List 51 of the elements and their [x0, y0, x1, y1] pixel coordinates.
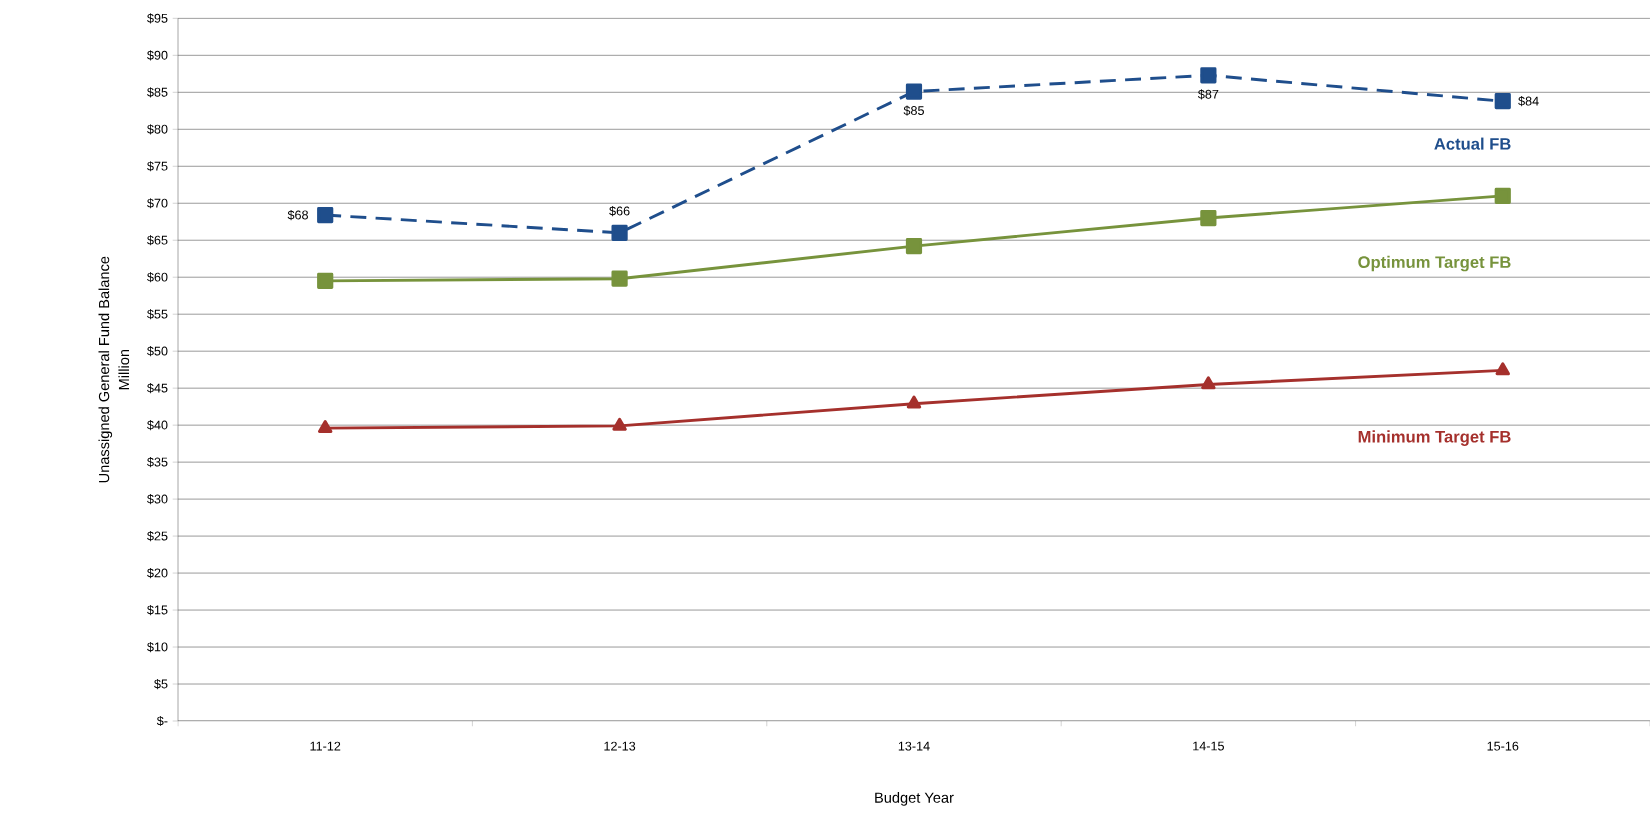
point	[317, 206, 334, 224]
point	[1200, 67, 1217, 84]
x-tick-label: 13-14	[898, 741, 930, 751]
text: Million	[118, 349, 130, 390]
point	[1200, 209, 1217, 227]
data-label: $66	[609, 205, 630, 217]
x-tick-label: 15-16	[1487, 741, 1519, 751]
x-tick-label: 11-12	[310, 741, 341, 751]
y-tick-label: $85	[147, 87, 168, 98]
y-tick-label: $90	[147, 50, 168, 61]
y-tick-label: $50	[147, 346, 168, 357]
y-tick-label: $10	[147, 641, 168, 653]
text: Optimum Target FB	[1358, 255, 1511, 272]
data-label: $85	[903, 105, 924, 116]
y-tick-label: $-	[156, 715, 168, 727]
data-label: $68	[287, 209, 308, 221]
point	[905, 238, 923, 255]
y-tick-label: $40	[147, 420, 168, 431]
text: Minimum Target FB	[1358, 430, 1511, 446]
y-tick-label: $65	[147, 235, 168, 246]
y-tick-label: $55	[147, 309, 168, 320]
point	[1494, 187, 1511, 204]
point	[612, 417, 627, 431]
point	[1201, 376, 1216, 390]
x-tick-label: 12-13	[604, 741, 636, 751]
point	[611, 224, 628, 241]
series-label: Actual FB	[1434, 137, 1511, 150]
y-tick-label: $30	[147, 493, 168, 505]
data-label: $87	[1197, 89, 1219, 100]
point	[906, 395, 922, 409]
y-axis-title: Unassigned General Fund Balance	[98, 256, 113, 483]
y-tick-label: $95	[147, 13, 168, 24]
point	[611, 270, 628, 287]
y-tick-label: $60	[147, 272, 168, 283]
y-tick-label: $20	[147, 567, 168, 579]
x-axis-title: Budget Year	[875, 792, 954, 806]
point	[1494, 93, 1511, 110]
y-tick-label: $75	[147, 161, 168, 172]
y-tick-label: $35	[147, 457, 168, 468]
point	[1495, 362, 1510, 376]
y-tick-label: $70	[147, 198, 168, 209]
y-tick-label: $15	[147, 604, 168, 616]
point	[317, 272, 334, 290]
y-tick-label: $5	[154, 678, 168, 690]
y-tick-label: $45	[147, 383, 168, 394]
y-tick-label: $80	[147, 124, 168, 135]
x-tick-label: 14-15	[1193, 741, 1224, 751]
point	[905, 83, 923, 100]
y-tick-label: $25	[147, 530, 168, 542]
data-label: $84	[1518, 96, 1539, 107]
point	[317, 420, 333, 433]
